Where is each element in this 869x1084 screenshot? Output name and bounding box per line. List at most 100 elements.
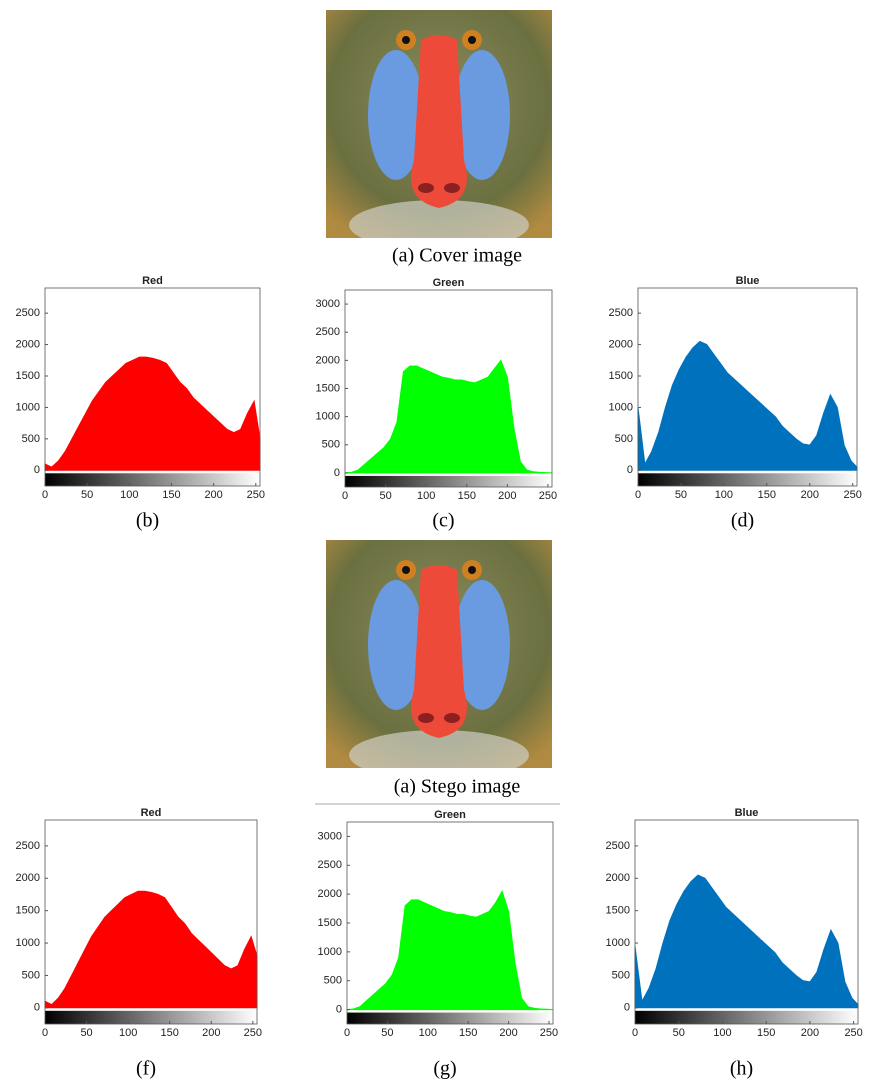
y-tick-label: 500 bbox=[615, 433, 633, 445]
chart-title: Blue bbox=[736, 275, 760, 287]
x-tick-label: 100 bbox=[713, 1027, 731, 1039]
y-tick-label: 1500 bbox=[16, 905, 40, 917]
chart-caption: (g) bbox=[433, 1058, 456, 1080]
x-tick-label: 250 bbox=[247, 489, 265, 501]
x-tick-label: 0 bbox=[42, 489, 48, 501]
chart-title: Green bbox=[434, 809, 466, 821]
x-tick-label: 50 bbox=[379, 490, 391, 502]
chart-caption: (c) bbox=[432, 510, 454, 532]
histogram-area bbox=[634, 874, 859, 1009]
histogram-area bbox=[44, 356, 261, 471]
colorbar bbox=[45, 1010, 257, 1024]
y-tick-label: 0 bbox=[627, 464, 633, 476]
x-tick-label: 150 bbox=[161, 1027, 179, 1039]
y-tick-label: 2000 bbox=[16, 338, 40, 350]
x-tick-label: 0 bbox=[632, 1027, 638, 1039]
x-tick-label: 100 bbox=[715, 489, 733, 501]
y-tick-label: 500 bbox=[322, 439, 340, 451]
colorbar bbox=[45, 473, 260, 486]
image-caption: (a) Stego image bbox=[394, 776, 521, 798]
chart-caption: (d) bbox=[731, 510, 754, 532]
x-tick-label: 0 bbox=[42, 1027, 48, 1039]
x-tick-label: 150 bbox=[758, 489, 776, 501]
y-tick-label: 2000 bbox=[318, 888, 342, 900]
x-tick-label: 50 bbox=[80, 1027, 92, 1039]
y-tick-label: 500 bbox=[324, 975, 342, 987]
x-tick-label: 150 bbox=[458, 490, 476, 502]
y-tick-label: 2500 bbox=[316, 326, 340, 338]
histogram-area bbox=[346, 890, 554, 1011]
x-tick-label: 100 bbox=[120, 489, 138, 501]
x-tick-label: 50 bbox=[81, 489, 93, 501]
y-tick-label: 2000 bbox=[606, 872, 630, 884]
x-tick-label: 200 bbox=[204, 489, 222, 501]
y-tick-label: 2500 bbox=[609, 307, 633, 319]
y-tick-label: 2500 bbox=[606, 840, 630, 852]
y-tick-label: 2500 bbox=[16, 840, 40, 852]
x-tick-label: 150 bbox=[162, 489, 180, 501]
cover-image bbox=[326, 10, 552, 238]
x-tick-label: 150 bbox=[757, 1027, 775, 1039]
x-tick-label: 50 bbox=[381, 1027, 393, 1039]
axes-frame bbox=[634, 819, 859, 1025]
chart-caption: (h) bbox=[730, 1058, 753, 1080]
y-tick-label: 1000 bbox=[316, 411, 340, 423]
chart-title: Red bbox=[141, 807, 162, 819]
colorbar bbox=[638, 473, 857, 486]
chart-title: Green bbox=[433, 277, 465, 289]
x-tick-label: 200 bbox=[202, 1027, 220, 1039]
histogram-area bbox=[637, 340, 858, 471]
y-tick-label: 2500 bbox=[318, 859, 342, 871]
y-tick-label: 1500 bbox=[316, 382, 340, 394]
chart-title: Blue bbox=[735, 807, 759, 819]
y-tick-label: 3000 bbox=[318, 830, 342, 842]
y-tick-label: 0 bbox=[34, 1002, 40, 1014]
y-tick-label: 1000 bbox=[606, 937, 630, 949]
x-tick-label: 200 bbox=[498, 490, 516, 502]
histogram-area bbox=[344, 359, 553, 474]
x-tick-label: 50 bbox=[675, 489, 687, 501]
x-tick-label: 200 bbox=[499, 1027, 517, 1039]
x-tick-label: 0 bbox=[344, 1027, 350, 1039]
x-tick-label: 250 bbox=[539, 490, 557, 502]
axes-frame bbox=[44, 819, 258, 1025]
y-tick-label: 2500 bbox=[16, 307, 40, 319]
x-tick-label: 250 bbox=[244, 1027, 262, 1039]
stego-image bbox=[326, 540, 552, 768]
x-tick-label: 200 bbox=[801, 489, 819, 501]
y-tick-label: 1000 bbox=[318, 946, 342, 958]
x-tick-label: 250 bbox=[844, 1027, 862, 1039]
colorbar bbox=[345, 475, 552, 487]
x-tick-label: 100 bbox=[419, 1027, 437, 1039]
x-tick-label: 100 bbox=[119, 1027, 137, 1039]
y-tick-label: 2000 bbox=[609, 338, 633, 350]
x-tick-label: 0 bbox=[635, 489, 641, 501]
x-tick-label: 100 bbox=[417, 490, 435, 502]
y-tick-label: 500 bbox=[22, 969, 40, 981]
y-tick-label: 1500 bbox=[318, 917, 342, 929]
image-caption: (a) Cover image bbox=[392, 245, 522, 267]
axes-frame bbox=[637, 287, 858, 487]
x-tick-label: 0 bbox=[342, 490, 348, 502]
y-tick-label: 2000 bbox=[16, 872, 40, 884]
y-tick-label: 0 bbox=[336, 1003, 342, 1015]
x-tick-label: 250 bbox=[844, 489, 862, 501]
y-tick-label: 0 bbox=[334, 467, 340, 479]
axes-frame bbox=[44, 287, 261, 487]
y-tick-label: 1500 bbox=[16, 370, 40, 382]
y-tick-label: 500 bbox=[612, 969, 630, 981]
x-tick-label: 250 bbox=[540, 1027, 558, 1039]
colorbar bbox=[347, 1012, 553, 1024]
chart-caption: (b) bbox=[136, 510, 159, 532]
y-tick-label: 2000 bbox=[316, 354, 340, 366]
y-tick-label: 1000 bbox=[16, 937, 40, 949]
histogram-area bbox=[44, 890, 258, 1009]
y-tick-label: 500 bbox=[22, 433, 40, 445]
y-tick-label: 1000 bbox=[609, 401, 633, 413]
colorbar bbox=[635, 1010, 858, 1024]
y-tick-label: 0 bbox=[624, 1002, 630, 1014]
y-tick-label: 1000 bbox=[16, 401, 40, 413]
chart-title: Red bbox=[142, 275, 163, 287]
x-tick-label: 200 bbox=[801, 1027, 819, 1039]
